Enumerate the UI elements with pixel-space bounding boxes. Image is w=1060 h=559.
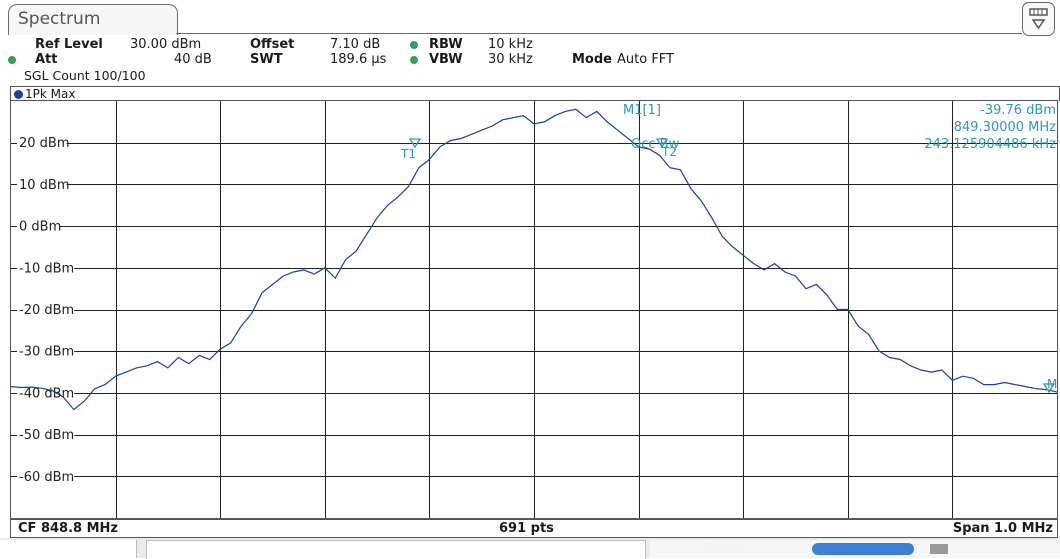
- dropdown-icon: [1029, 8, 1048, 30]
- y-tick-label-bg: [17, 301, 75, 318]
- y-tick-label: -50 dBm: [19, 428, 74, 443]
- att-value: 40 dB: [174, 52, 212, 67]
- marker-t1-icon: [408, 138, 422, 149]
- y-tick-label-bg: [17, 176, 67, 193]
- att-label: Att: [35, 52, 58, 67]
- t1-label: T1: [401, 147, 416, 161]
- vbw-label: VBW: [429, 52, 463, 67]
- span: Span 1.0 MHz: [952, 521, 1053, 536]
- rbw-coupled-indicator-icon: [410, 41, 418, 49]
- m1-edge-label: M: [1047, 377, 1058, 391]
- occ-bw-label: Occ Bw: [631, 137, 680, 152]
- mode-label: Mode: [572, 52, 612, 67]
- occ-bw-value: 243.125904486 kHz: [924, 137, 1056, 152]
- swt-label: SWT: [250, 52, 283, 67]
- y-tick-label: -60 dBm: [19, 470, 74, 485]
- ref-level-label: Ref Level: [35, 37, 103, 52]
- t2-label: T2: [662, 145, 677, 159]
- tab-spectrum[interactable]: Spectrum: [8, 4, 178, 35]
- status-ready: Ready: [706, 541, 744, 555]
- trace-indicator-icon: [14, 90, 23, 99]
- trace-label: 1Pk Max: [25, 87, 76, 101]
- plot-footer: CF 848.8 MHz 691 pts Span 1.0 MHz: [10, 519, 1058, 538]
- progress-bar: [812, 543, 914, 555]
- sgl-count: SGL Count 100/100: [24, 68, 146, 83]
- marker-frequency: 849.30000 MHz: [953, 120, 1056, 135]
- y-tick-label: 10 dBm: [19, 178, 70, 193]
- vbw-value: 30 kHz: [488, 52, 533, 67]
- tab-divider: [176, 33, 1022, 34]
- y-tick-label-bg: [17, 259, 75, 276]
- vbw-coupled-indicator-icon: [410, 56, 418, 64]
- instrument-status-icon: [930, 544, 948, 554]
- y-tick-label: -20 dBm: [19, 303, 74, 318]
- y-tick-label: -10 dBm: [19, 261, 74, 276]
- tab-spectrum-label: Spectrum: [18, 9, 101, 29]
- offset-value: 7.10 dB: [330, 37, 381, 52]
- att-coupled-indicator-icon: [8, 56, 16, 64]
- marker-name: M1[1]: [623, 103, 661, 118]
- y-tick-label-bg: [17, 218, 59, 235]
- trace-line: [11, 108, 1057, 411]
- marker-t2-icon: [655, 138, 669, 149]
- offset-label: Offset: [250, 37, 295, 52]
- y-tick-label-bg: [17, 343, 75, 360]
- status-field-3: Ready: [650, 540, 1060, 558]
- y-tick-label-bg: [17, 134, 67, 151]
- rbw-label: RBW: [429, 37, 463, 52]
- rbw-value: 10 kHz: [488, 37, 533, 52]
- y-tick-label: -30 dBm: [19, 345, 74, 360]
- center-frequency: CF 848.8 MHz: [18, 521, 118, 536]
- y-tick-label-bg: [17, 384, 75, 401]
- status-field-1: [0, 540, 137, 558]
- sweep-points: 691 pts: [499, 521, 554, 536]
- marker-m1-icon: [1042, 383, 1056, 394]
- menu-toggle-button[interactable]: [1022, 2, 1055, 36]
- swt-value: 189.6 µs: [330, 52, 387, 67]
- y-tick-label: -40 dBm: [19, 386, 74, 401]
- status-field-2: [146, 540, 646, 559]
- ref-level-value: 30.00 dBm: [130, 37, 202, 52]
- spectrum-plot[interactable]: 20 dBm 10 dBm 0 dBm -10 dBm -20 dBm -30 dBm -4…: [10, 100, 1058, 519]
- trace-label-bar[interactable]: 1Pk Max: [10, 86, 1060, 101]
- y-tick-label: 0 dBm: [19, 220, 61, 235]
- mode-value: Auto FFT: [617, 52, 674, 67]
- y-tick-label-bg: [17, 426, 75, 443]
- y-tick-label-bg: [17, 468, 75, 485]
- y-tick-label: 20 dBm: [19, 136, 70, 151]
- spectrum-chart: 20 dBm 10 dBm 0 dBm -10 dBm -20 dBm -30 dBm -4…: [11, 101, 1057, 518]
- marker-level: -39.76 dBm: [980, 103, 1056, 118]
